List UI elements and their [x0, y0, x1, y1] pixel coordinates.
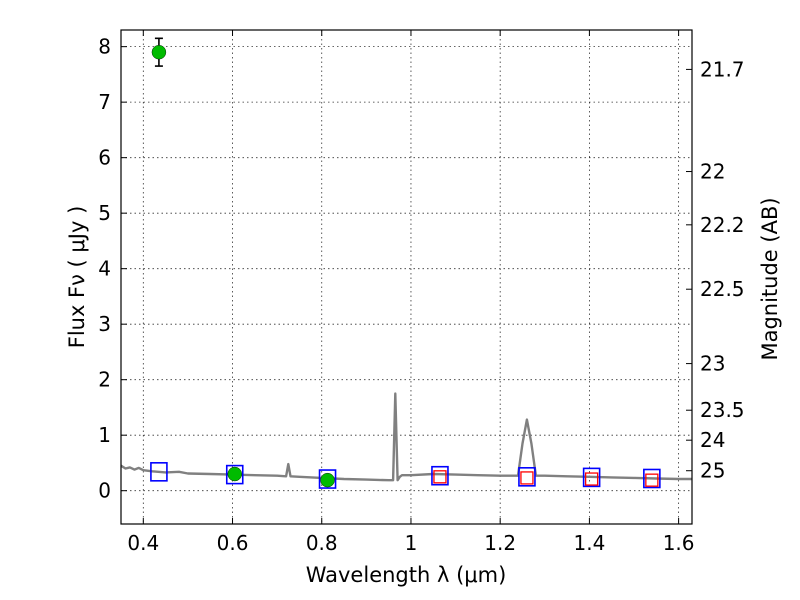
- model-point: [318, 469, 337, 489]
- x-tick-label: 0.4: [127, 531, 159, 555]
- x-tick-label: 0.6: [217, 531, 249, 555]
- grid: [121, 30, 692, 524]
- y-tick-label: 1: [98, 423, 111, 447]
- model-point: [431, 465, 449, 486]
- y2-tick-label: 22: [700, 160, 725, 184]
- model-point: [582, 467, 601, 488]
- non-detection-point: [433, 470, 447, 484]
- y-tick-label: 3: [98, 312, 111, 336]
- y2-tick-label: 21.7: [700, 57, 745, 81]
- y2-tick-label: 22.2: [700, 213, 745, 237]
- y-axis-label: Flux Fν ( μJy ): [65, 206, 89, 349]
- model-point: [225, 464, 244, 485]
- plot-frame: [120, 29, 693, 525]
- non-detection-point: [584, 472, 599, 486]
- model-point: [643, 468, 661, 489]
- spectrum-line: [120, 392, 692, 482]
- y2-tick-label: 23: [700, 352, 725, 376]
- model-point: [518, 467, 536, 487]
- y-tick-label: 2: [98, 368, 111, 392]
- detection-point: [151, 45, 167, 60]
- y2-tick-label: 24: [700, 428, 725, 452]
- y-tick-label: 5: [98, 201, 111, 225]
- non-detection-point: [520, 471, 534, 485]
- model-point: [150, 462, 168, 482]
- tick-labels: 0.4 0.6 0.8 1 1.2 1.4 1.601234567821.72222.222…: [98, 35, 744, 555]
- y-tick-label: 7: [98, 90, 111, 114]
- y-tick-label: 4: [98, 257, 111, 281]
- ticks: [121, 30, 692, 524]
- y2-tick-label: 23.5: [700, 398, 745, 422]
- x-axis-label: Wavelength λ (μm): [306, 563, 507, 587]
- detection-point: [227, 466, 242, 482]
- x-tick-label: 1.2: [484, 531, 516, 555]
- x-tick-label: 1.6: [663, 531, 695, 555]
- x-tick-label: 1.4: [573, 531, 605, 555]
- x-tick-label: 0.8: [306, 531, 338, 555]
- detection-point: [320, 472, 335, 488]
- y2-tick-label: 25: [700, 459, 725, 483]
- x-tick-label: 1: [405, 531, 418, 555]
- plot-series: [120, 37, 692, 489]
- y2-tick-label: 22.5: [700, 277, 745, 301]
- y2-axis-label: Magnitude (AB): [758, 197, 782, 360]
- non-detection-point: [645, 473, 659, 487]
- y-tick-label: 6: [98, 146, 111, 170]
- y-tick-label: 0: [98, 479, 111, 503]
- y-tick-label: 8: [98, 35, 111, 59]
